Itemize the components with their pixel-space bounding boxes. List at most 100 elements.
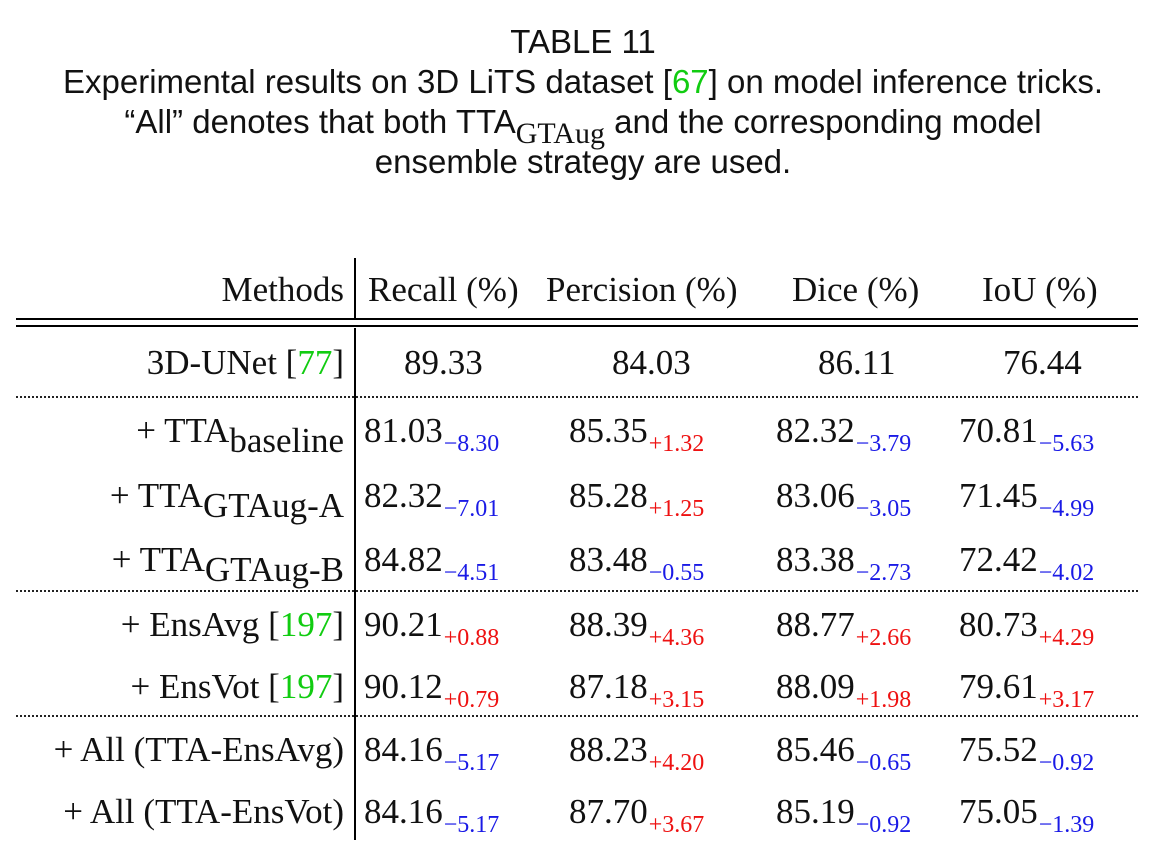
baseline-value: 89.33 — [404, 343, 483, 382]
metric-value: 85.28 — [569, 476, 648, 515]
method-label: ] — [332, 605, 344, 644]
metric-value: 84.16 — [364, 792, 443, 831]
metric-cell: 84.82−4.51 — [364, 540, 499, 586]
metric-cell: 71.45−4.99 — [959, 476, 1095, 522]
metric-value: 84.82 — [364, 540, 443, 579]
delta-decrease: −4.99 — [1038, 496, 1095, 522]
delta-increase: +4.36 — [648, 625, 705, 651]
method-cell: + All (TTA-EnsAvg) — [54, 730, 344, 770]
metric-value: 88.39 — [569, 605, 648, 644]
delta-increase: +1.98 — [855, 687, 912, 713]
metric-cell: 84.16−5.17 — [364, 792, 500, 838]
delta-decrease: −3.79 — [855, 431, 912, 457]
metric-value: 90.21 — [364, 605, 443, 644]
citation-link[interactable]: 197 — [279, 605, 333, 644]
metric-value: 90.12 — [364, 667, 443, 706]
delta-decrease: −3.05 — [855, 496, 912, 522]
baseline-value: 86.11 — [818, 343, 896, 382]
metric-cell: 90.21+0.88 — [364, 605, 500, 651]
method-subscript: GTAug-B — [204, 550, 344, 589]
metric-value: 71.45 — [959, 476, 1038, 515]
group-divider — [16, 396, 1138, 398]
header-rule-top — [16, 318, 1138, 320]
metric-cell: 88.09+1.98 — [776, 667, 912, 713]
delta-decrease: −1.39 — [1038, 812, 1095, 838]
metric-cell: 79.61+3.17 — [959, 667, 1095, 713]
delta-increase: +0.88 — [443, 625, 500, 651]
column-header: Percision (%) — [546, 270, 738, 309]
method-subscript: GTAug-A — [202, 486, 344, 525]
caption-line-2: “All” denotes that both TTAGTAug and the… — [124, 103, 1042, 150]
column-header: IoU (%) — [982, 270, 1098, 309]
metric-cell: 83.06−3.05 — [776, 476, 912, 522]
delta-increase: +4.29 — [1038, 625, 1095, 651]
metric-cell: 85.19−0.92 — [776, 792, 912, 838]
delta-increase: +0.79 — [443, 687, 500, 713]
metric-cell: 83.38−2.73 — [776, 540, 912, 586]
metric-cell: 88.77+2.66 — [776, 605, 911, 651]
delta-decrease: −4.02 — [1038, 560, 1095, 586]
metric-cell: 85.46−0.65 — [776, 730, 912, 776]
metric-cell: 82.32−3.79 — [776, 411, 912, 457]
method-label: ] — [332, 667, 344, 706]
citation-link[interactable]: 77 — [297, 343, 333, 382]
method-label: + EnsAvg [ — [120, 605, 280, 644]
metric-value: 80.73 — [959, 605, 1038, 644]
metric-value: 85.35 — [569, 411, 648, 450]
delta-increase: +1.25 — [648, 496, 705, 522]
metric-value: 82.32 — [364, 476, 443, 515]
metric-cell: 87.18+3.15 — [569, 667, 705, 713]
metric-value: 85.46 — [776, 730, 855, 769]
metric-cell: 75.52−0.92 — [959, 730, 1095, 776]
method-subscript: baseline — [229, 421, 344, 460]
delta-decrease: −5.17 — [443, 812, 500, 838]
column-header-methods: Methods — [221, 270, 345, 309]
metric-value: 81.03 — [364, 411, 443, 450]
metric-value: 87.18 — [569, 667, 648, 706]
method-cell: + TTAGTAug-A — [110, 476, 344, 525]
method-cell: + TTAGTAug-B — [112, 540, 344, 589]
citation-link[interactable]: 67 — [671, 63, 709, 100]
baseline-value: 76.44 — [1003, 343, 1082, 382]
metric-cell: 88.39+4.36 — [569, 605, 705, 651]
method-cell: + EnsVot [197] — [130, 667, 344, 707]
header-rule-bottom — [16, 325, 1138, 327]
method-label: + EnsVot [ — [130, 667, 280, 706]
delta-decrease: −0.92 — [1038, 750, 1095, 776]
metric-value: 72.42 — [959, 540, 1038, 579]
caption-line-3: ensemble strategy are used. — [374, 143, 792, 180]
metric-value: 87.70 — [569, 792, 648, 831]
delta-increase: +3.67 — [648, 812, 705, 838]
column-header: Dice (%) — [792, 270, 920, 309]
group-divider — [16, 590, 1138, 592]
citation-link[interactable]: 197 — [279, 667, 333, 706]
method-cell: + EnsAvg [197] — [121, 605, 344, 645]
delta-increase: +4.20 — [648, 750, 705, 776]
metric-value: 83.06 — [776, 476, 855, 515]
method-label: + All (TTA-EnsAvg) — [53, 730, 344, 769]
delta-increase: +3.15 — [648, 687, 705, 713]
delta-decrease: −0.65 — [855, 750, 912, 776]
method-label: 3D-UNet [ — [146, 343, 298, 382]
delta-decrease: −5.17 — [443, 750, 500, 776]
delta-increase: +3.17 — [1038, 687, 1095, 713]
metric-value: 85.19 — [776, 792, 855, 831]
method-cell: + TTAbaseline — [136, 411, 344, 460]
method-label: + TTA — [136, 411, 230, 450]
group-divider — [16, 715, 1138, 717]
delta-decrease: −2.73 — [855, 560, 912, 586]
delta-increase: +1.32 — [648, 431, 705, 457]
metric-value: 83.38 — [776, 540, 855, 579]
delta-decrease: −0.55 — [648, 560, 705, 586]
metric-value: 84.16 — [364, 730, 443, 769]
metric-value: 88.77 — [776, 605, 855, 644]
metric-value: 79.61 — [959, 667, 1038, 706]
metric-cell: 82.32−7.01 — [364, 476, 499, 522]
metric-cell: 88.23+4.20 — [569, 730, 705, 776]
metric-cell: 80.73+4.29 — [959, 605, 1095, 651]
metric-cell: 81.03−8.30 — [364, 411, 499, 457]
metric-cell: 83.48−0.55 — [569, 540, 705, 586]
metric-value: 82.32 — [776, 411, 855, 450]
delta-decrease: −0.92 — [855, 812, 912, 838]
